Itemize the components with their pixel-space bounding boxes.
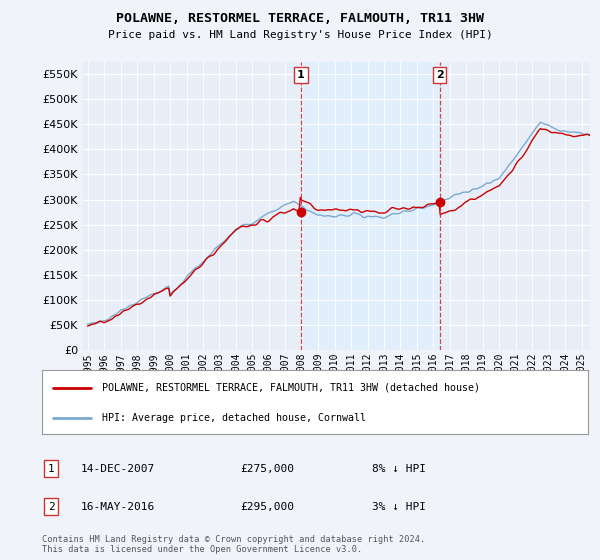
Text: £275,000: £275,000 [240, 464, 294, 474]
Text: POLAWNE, RESTORMEL TERRACE, FALMOUTH, TR11 3HW: POLAWNE, RESTORMEL TERRACE, FALMOUTH, TR… [116, 12, 484, 25]
Text: POLAWNE, RESTORMEL TERRACE, FALMOUTH, TR11 3HW (detached house): POLAWNE, RESTORMEL TERRACE, FALMOUTH, TR… [102, 382, 480, 393]
Bar [301, 62, 440, 350]
Text: 1: 1 [47, 464, 55, 474]
Text: Contains HM Land Registry data © Crown copyright and database right 2024.
This d: Contains HM Land Registry data © Crown c… [42, 535, 425, 554]
Text: HPI: Average price, detached house, Cornwall: HPI: Average price, detached house, Corn… [102, 413, 366, 423]
Text: 14-DEC-2007: 14-DEC-2007 [81, 464, 155, 474]
Text: 2: 2 [436, 70, 443, 80]
Text: 2: 2 [47, 502, 55, 512]
Text: 16-MAY-2016: 16-MAY-2016 [81, 502, 155, 512]
Text: 3% ↓ HPI: 3% ↓ HPI [372, 502, 426, 512]
Text: £295,000: £295,000 [240, 502, 294, 512]
Text: 1: 1 [297, 70, 305, 80]
Text: 8% ↓ HPI: 8% ↓ HPI [372, 464, 426, 474]
Text: Price paid vs. HM Land Registry's House Price Index (HPI): Price paid vs. HM Land Registry's House … [107, 30, 493, 40]
